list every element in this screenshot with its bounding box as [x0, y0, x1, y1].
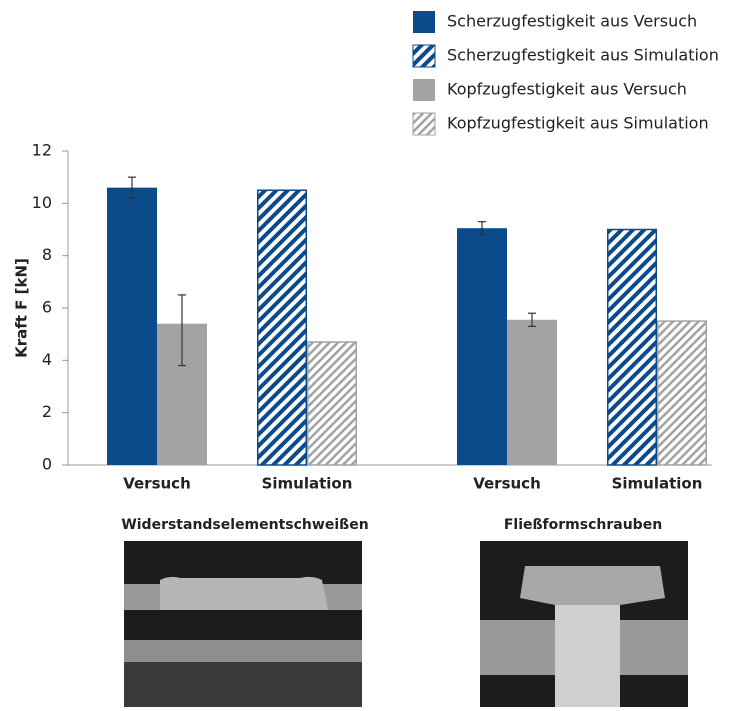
- legend-swatch: [413, 113, 435, 135]
- y-tick-label: 2: [42, 402, 52, 421]
- legend-swatch: [413, 79, 435, 101]
- x-tick-label: Simulation: [612, 475, 703, 493]
- y-tick-label: 10: [32, 193, 52, 212]
- chart: Kraft F [kN] Widerstandselementschweißen…: [0, 0, 737, 707]
- x-tick-label: Versuch: [123, 475, 191, 493]
- y-tick-label: 0: [42, 455, 52, 474]
- y-tick-label: 8: [42, 245, 52, 264]
- legend-label: Kopfzugfestigkeit aus Versuch: [447, 80, 687, 99]
- y-tick-label: 12: [32, 141, 52, 160]
- bar: [107, 188, 157, 465]
- group-label: Fließformschrauben: [504, 517, 662, 533]
- y-tick-label: 4: [42, 350, 52, 369]
- micrograph: [124, 541, 362, 707]
- bar: [658, 321, 707, 465]
- legend-swatch: [413, 11, 435, 33]
- bar: [457, 228, 507, 465]
- legend-label: Scherzugfestigkeit aus Simulation: [447, 46, 719, 65]
- x-tick-label: Simulation: [262, 475, 353, 493]
- bar: [608, 230, 657, 466]
- x-tick-label: Versuch: [473, 475, 541, 493]
- legend-label: Scherzugfestigkeit aus Versuch: [447, 12, 697, 31]
- legend-swatch: [413, 45, 435, 67]
- group-label: Widerstandselementschweißen: [121, 517, 368, 533]
- bar: [308, 342, 357, 465]
- y-axis-label: Kraft F [kN]: [13, 258, 31, 358]
- y-tick-label: 6: [42, 298, 52, 317]
- legend-label: Kopfzugfestigkeit aus Simulation: [447, 114, 709, 133]
- bar: [507, 320, 557, 465]
- bar: [258, 190, 307, 465]
- micrograph: [480, 541, 688, 707]
